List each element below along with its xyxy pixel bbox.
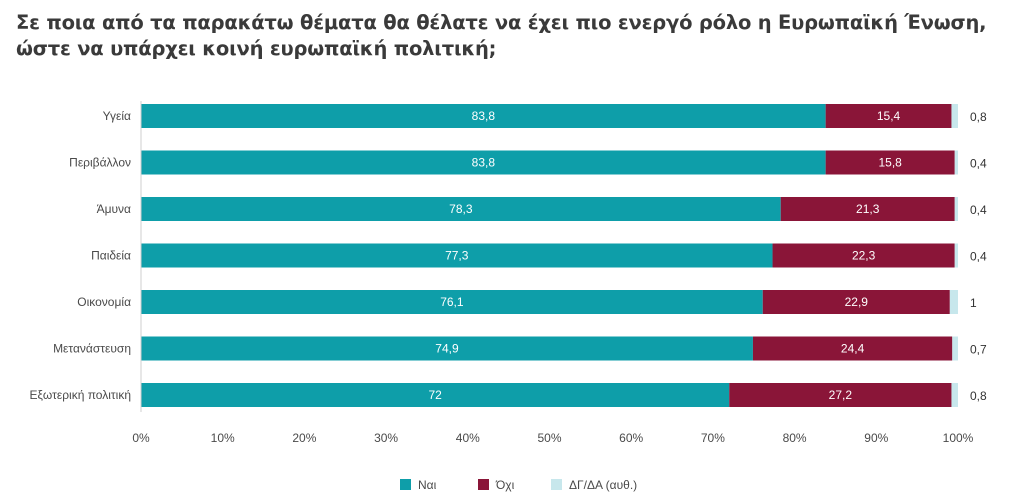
category-label: Εξωτερική πολιτική [30, 388, 131, 402]
bar-yes [141, 383, 730, 407]
x-tick-label: 90% [864, 431, 888, 445]
bar-yes [141, 336, 753, 361]
data-label-yes: 83,8 [472, 109, 496, 123]
data-label-dk: 0,7 [970, 343, 987, 357]
bar-dk [954, 243, 958, 268]
bar-no [729, 383, 952, 407]
x-tick-label: 40% [456, 431, 480, 445]
x-tick-label: 0% [132, 431, 150, 445]
data-label-yes: 76,1 [440, 295, 464, 309]
bar-yes [141, 150, 826, 175]
bar-no [825, 104, 952, 128]
bar-dk [954, 150, 958, 175]
x-tick-label: 70% [701, 431, 725, 445]
legend-label-yes: Ναι [418, 478, 437, 492]
bar-dk [949, 290, 958, 314]
data-label-yes: 83,8 [472, 156, 496, 170]
category-label: Υγεία [103, 109, 131, 123]
data-label-no: 15,8 [879, 156, 903, 170]
data-label-no: 22,3 [852, 249, 876, 263]
bar-no [825, 150, 955, 175]
data-label-dk: 0,4 [970, 157, 987, 171]
data-label-no: 22,9 [845, 295, 869, 309]
data-label-dk: 1 [970, 296, 977, 310]
legend-swatch-yes [400, 479, 411, 490]
bar-no [772, 243, 955, 268]
x-tick-label: 30% [374, 431, 398, 445]
chart-title: Σε ποια από τα παρακάτω θέματα θα θέλατε… [16, 11, 987, 60]
data-label-yes: 78,3 [449, 202, 473, 216]
bar-yes [141, 104, 826, 128]
bar-yes [141, 197, 781, 221]
bar-dk [952, 336, 958, 361]
category-label: Οικονομία [77, 295, 131, 309]
bar-no [762, 290, 950, 314]
category-label: Παιδεία [91, 249, 131, 263]
legend-swatch-no [478, 479, 489, 490]
bar-yes [141, 290, 763, 314]
data-label-yes: 77,3 [445, 249, 469, 263]
bar-dk [951, 383, 958, 407]
legend-swatch-dk [551, 479, 562, 490]
category-label: Περιβάλλον [69, 156, 131, 170]
x-tick-label: 10% [211, 431, 235, 445]
bar-no [780, 197, 955, 221]
data-label-no: 21,3 [856, 202, 880, 216]
x-tick-label: 20% [292, 431, 316, 445]
data-label-yes: 72 [428, 388, 442, 402]
bar-yes [141, 243, 773, 268]
bar-dk [951, 104, 958, 128]
category-label: Μετανάστευση [53, 342, 131, 356]
category-label: Άμυνα [97, 202, 131, 216]
data-label-dk: 0,8 [970, 110, 987, 124]
x-tick-label: 80% [783, 431, 807, 445]
data-label-no: 27,2 [829, 388, 853, 402]
data-label-yes: 74,9 [435, 342, 459, 356]
legend-label-no: Όχι [495, 478, 515, 492]
bar-dk [954, 197, 958, 221]
x-tick-label: 50% [537, 431, 561, 445]
data-label-no: 15,4 [877, 109, 901, 123]
x-tick-label: 60% [619, 431, 643, 445]
x-tick-label: 100% [943, 431, 974, 445]
data-label-dk: 0,4 [970, 250, 987, 264]
data-label-dk: 0,8 [970, 389, 987, 403]
data-label-dk: 0,4 [970, 203, 987, 217]
legend-label-dk: ΔΓ/ΔΑ (αυθ.) [569, 478, 637, 492]
bar-no [752, 336, 953, 361]
data-label-no: 24,4 [841, 342, 865, 356]
